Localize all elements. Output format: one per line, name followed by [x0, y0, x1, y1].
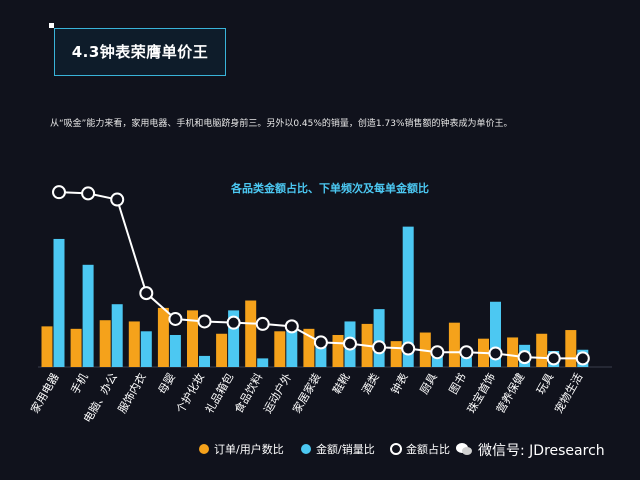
legend-swatch: [199, 444, 209, 454]
line-point: [81, 186, 96, 201]
watermark: 微信号: JDresearch: [458, 440, 605, 460]
line-point: [110, 192, 125, 207]
bar-orange: [565, 330, 577, 367]
line-point: [575, 351, 590, 366]
page-title: 4.3钟表荣膺单价王: [71, 43, 209, 61]
line-point: [52, 185, 66, 200]
bar-orange: [216, 333, 228, 367]
bar-orange: [448, 322, 460, 367]
x-tick-label: 服饰内衣: [115, 371, 149, 416]
bar-orange: [274, 331, 286, 367]
bar-blue: [228, 310, 240, 367]
legend-label: 订单/用户数比: [214, 442, 284, 456]
bar-blue: [111, 304, 123, 367]
line-point: [284, 319, 299, 334]
bar-blue: [402, 226, 414, 367]
bar-blue: [315, 343, 327, 367]
x-tick-label: 钟表: [388, 371, 411, 397]
line-point: [168, 311, 183, 326]
line-point: [343, 336, 357, 351]
line-point: [430, 345, 445, 360]
line-point: [372, 340, 387, 355]
watermark-text: 微信号: JDresearch: [478, 443, 605, 459]
x-tick-label: 宠物生活: [551, 371, 585, 416]
title-accent: [49, 23, 54, 28]
bar-blue: [257, 358, 269, 367]
x-tick-label: 图书: [447, 371, 469, 397]
line-point: [459, 345, 474, 360]
bar-blue: [82, 264, 94, 367]
line-layer: [52, 185, 590, 366]
line-point: [139, 286, 154, 301]
bar-blue: [140, 331, 152, 367]
bar-blue: [286, 321, 298, 367]
bar-orange: [303, 328, 315, 367]
bar-blue: [490, 301, 501, 367]
bar-orange: [187, 310, 198, 367]
chart-title: 各品类金额占比、下单频次及每单金额比: [230, 181, 429, 195]
x-tick-label: 家用电器: [27, 371, 61, 416]
bar-blue: [199, 355, 210, 367]
legend-label: 金额/销量比: [316, 442, 375, 456]
bar-orange: [157, 307, 169, 367]
bar-orange: [41, 326, 53, 367]
line-point: [401, 341, 416, 356]
bar-orange: [70, 328, 82, 367]
bar-orange: [245, 300, 257, 367]
description-text: 从“吸金”能力来看，家用电器、手机和电脑跻身前三。另外以0.45%的销量，创造1…: [50, 119, 513, 129]
bar-blue: [169, 334, 181, 367]
line-point: [313, 335, 328, 350]
legend-swatch: [301, 444, 311, 454]
x-tick-label: 家居家装: [289, 371, 323, 416]
x-tick-label: 鞋靴: [329, 371, 352, 397]
bar-orange: [128, 321, 140, 367]
bar-orange: [507, 337, 519, 367]
bar-orange: [390, 341, 402, 367]
bar-orange: [332, 334, 344, 367]
legend-label: 金额占比: [406, 442, 450, 456]
x-tick-label: 营养保健: [493, 371, 527, 416]
line-point: [517, 350, 532, 365]
bar-blue: [460, 357, 472, 367]
bar-orange: [99, 320, 111, 367]
line-point: [226, 315, 241, 330]
legend: 订单/用户数比 金额/销量比 金额占比: [199, 442, 450, 456]
wechat-icon: [456, 443, 472, 455]
bar-blue: [373, 309, 385, 367]
x-tick-label: 母婴: [156, 371, 178, 397]
x-tick-label: 厨具: [418, 371, 440, 397]
line-point: [488, 346, 503, 361]
bar-blue: [53, 238, 65, 367]
x-tick-label: 玩具: [534, 371, 556, 397]
bar-orange: [536, 333, 548, 367]
tick-labels: 家用电器 手机电脑、办公服饰内衣 母婴个护化妆礼品箱包食品饮料运动户外家居家装 鞋靴酒…: [27, 371, 585, 426]
line-point: [197, 314, 212, 329]
legend-swatch: [390, 443, 402, 455]
x-tick-label: 酒类: [359, 371, 382, 397]
title-box: 4.3钟表荣膺单价王: [49, 23, 226, 76]
line-point: [255, 316, 270, 331]
line-point: [546, 351, 561, 366]
x-tick-label: 手机: [68, 371, 91, 397]
